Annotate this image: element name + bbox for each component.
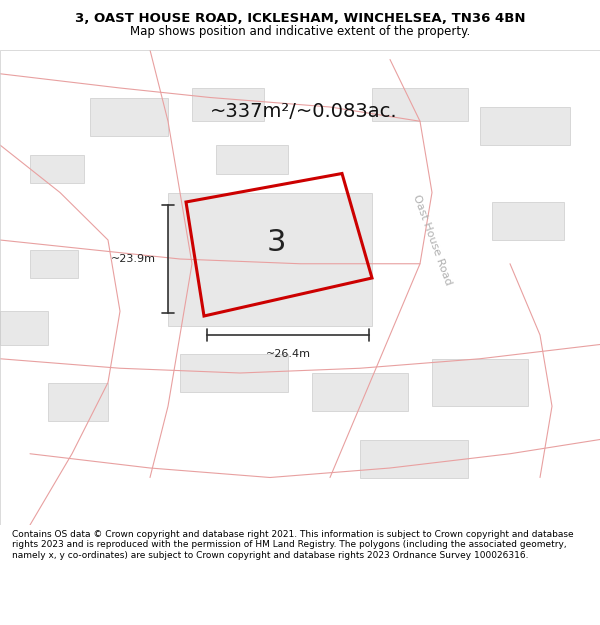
- Polygon shape: [492, 202, 564, 240]
- Text: Map shows position and indicative extent of the property.: Map shows position and indicative extent…: [130, 24, 470, 38]
- Text: Contains OS data © Crown copyright and database right 2021. This information is : Contains OS data © Crown copyright and d…: [12, 530, 574, 560]
- Polygon shape: [480, 107, 570, 145]
- Polygon shape: [432, 359, 528, 406]
- Polygon shape: [168, 192, 372, 326]
- Polygon shape: [0, 311, 48, 344]
- Polygon shape: [48, 382, 108, 421]
- Text: 3: 3: [266, 228, 286, 257]
- Text: ~23.9m: ~23.9m: [111, 254, 156, 264]
- Polygon shape: [252, 231, 360, 297]
- Polygon shape: [192, 88, 264, 121]
- Polygon shape: [90, 98, 168, 136]
- Polygon shape: [312, 373, 408, 411]
- Polygon shape: [30, 249, 78, 278]
- Polygon shape: [216, 145, 288, 174]
- Text: 3, OAST HOUSE ROAD, ICKLESHAM, WINCHELSEA, TN36 4BN: 3, OAST HOUSE ROAD, ICKLESHAM, WINCHELSE…: [75, 12, 525, 26]
- Polygon shape: [180, 354, 288, 392]
- Polygon shape: [372, 88, 468, 121]
- Text: Oast House Road: Oast House Road: [411, 193, 453, 287]
- Text: ~337m²/~0.083ac.: ~337m²/~0.083ac.: [210, 102, 398, 121]
- Polygon shape: [360, 439, 468, 478]
- Text: ~26.4m: ~26.4m: [265, 349, 311, 359]
- Polygon shape: [30, 154, 84, 183]
